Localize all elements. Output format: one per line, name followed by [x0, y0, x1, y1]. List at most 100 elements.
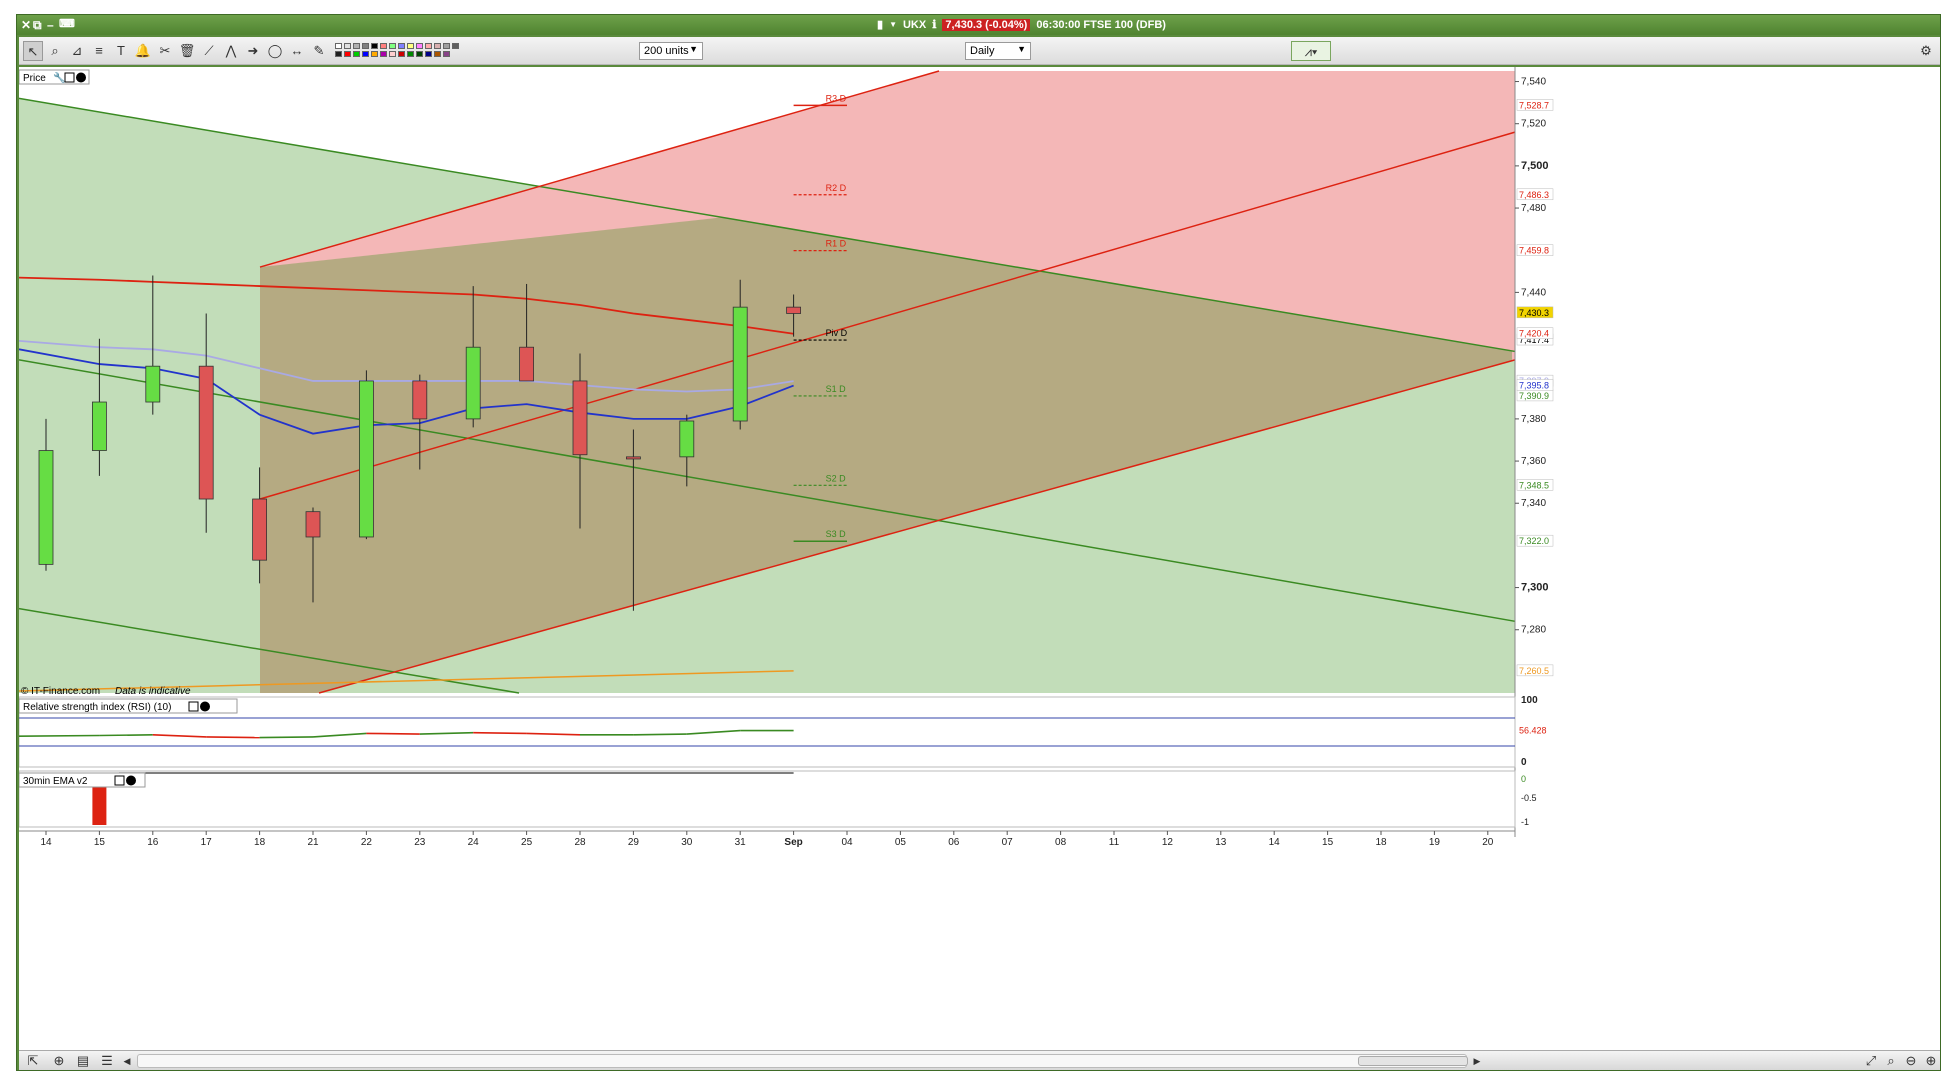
scroll-left-icon[interactable]: ◀: [123, 1056, 131, 1066]
color-swatch[interactable]: [371, 43, 378, 49]
color-swatch[interactable]: [407, 51, 414, 57]
color-swatch[interactable]: [344, 51, 351, 57]
color-swatch[interactable]: [416, 43, 423, 49]
color-swatch[interactable]: [380, 43, 387, 49]
candle-body[interactable]: [358, 380, 374, 538]
chevron-down-icon[interactable]: ▼: [889, 20, 897, 29]
color-swatch[interactable]: [335, 43, 342, 49]
close-panel-icon[interactable]: [126, 775, 136, 786]
rsi-line[interactable]: [206, 736, 260, 739]
rsi-line[interactable]: [686, 729, 741, 735]
zoom-in-icon[interactable]: ⊕: [1925, 1053, 1937, 1068]
alert-bell-icon[interactable]: 🔔: [134, 43, 152, 58]
rsi-line[interactable]: [312, 732, 367, 738]
color-swatch[interactable]: [335, 51, 342, 57]
candle-body[interactable]: [198, 365, 214, 500]
phone-icon[interactable]: ▮: [877, 19, 884, 31]
candle-body[interactable]: [412, 380, 428, 420]
red-middle-trendline[interactable]: [259, 131, 1516, 500]
color-swatch[interactable]: [398, 51, 405, 57]
red-upper-trendline[interactable]: [259, 70, 940, 268]
rsi-line[interactable]: [633, 733, 687, 736]
scroll-right-icon[interactable]: ▶: [1473, 1056, 1481, 1066]
green-upper-trendline[interactable]: [18, 97, 1516, 353]
orange-ma-line[interactable]: [18, 670, 794, 692]
rsi-line[interactable]: [18, 734, 100, 737]
color-swatch[interactable]: [362, 43, 369, 49]
rsi-line[interactable]: [473, 731, 527, 735]
fibonacci-icon[interactable]: ≡: [95, 43, 103, 58]
candle-body[interactable]: [732, 306, 748, 422]
wrench-icon[interactable]: 🔧: [53, 71, 65, 84]
color-swatch[interactable]: [344, 43, 351, 49]
color-swatch[interactable]: [425, 51, 432, 57]
text-icon[interactable]: T: [117, 43, 125, 58]
candle-body[interactable]: [305, 511, 321, 538]
color-swatch[interactable]: [362, 51, 369, 57]
horizontal-line-icon[interactable]: ↔: [290, 43, 304, 58]
rsi-line[interactable]: [99, 734, 153, 737]
rsi-line[interactable]: [419, 731, 474, 735]
units-select[interactable]: 200 units ▼: [639, 42, 703, 60]
candle-body[interactable]: [626, 456, 641, 460]
chart-type-icon[interactable]: ⩘▾: [1291, 41, 1331, 61]
green-middle-trendline[interactable]: [18, 359, 1516, 623]
maximize-icon[interactable]: [188, 701, 199, 712]
close-panel-icon[interactable]: [200, 701, 210, 712]
horizontal-scrollbar[interactable]: [137, 1054, 1468, 1068]
zoom-area-icon[interactable]: ⌕: [1887, 1053, 1895, 1068]
lasso-icon[interactable]: ◯: [267, 43, 283, 58]
red-lower-trendline[interactable]: [318, 359, 1516, 694]
color-swatch[interactable]: [398, 43, 405, 49]
color-swatch[interactable]: [407, 43, 414, 49]
interval-select[interactable]: Daily ▼: [965, 42, 1031, 60]
arrow-icon[interactable]: ➜: [247, 43, 259, 58]
color-swatch[interactable]: [380, 51, 387, 57]
color-swatch[interactable]: [371, 51, 378, 57]
candle-body[interactable]: [786, 306, 801, 314]
crosshair-icon[interactable]: ⊕: [53, 1053, 65, 1068]
candle-body[interactable]: [252, 498, 268, 561]
info-icon[interactable]: ℹ: [932, 19, 937, 31]
color-swatch[interactable]: [353, 43, 360, 49]
list-icon[interactable]: ☰: [101, 1053, 113, 1068]
color-swatch[interactable]: [425, 43, 432, 49]
tools-icon[interactable]: ✂: [159, 43, 171, 58]
rsi-line[interactable]: [526, 732, 581, 736]
maximize-icon[interactable]: [64, 72, 75, 83]
close-icon[interactable]: ✕: [21, 18, 32, 32]
candle-body[interactable]: [38, 450, 54, 565]
candle-body[interactable]: [145, 365, 161, 403]
restore-icon[interactable]: ⧉: [33, 18, 42, 32]
color-swatch[interactable]: [353, 51, 360, 57]
rsi-line[interactable]: [259, 736, 314, 739]
pen-icon[interactable]: ✎: [313, 43, 325, 58]
trendline-icon[interactable]: ⟋: [204, 43, 214, 58]
color-swatch[interactable]: [434, 43, 441, 49]
candle-body[interactable]: [519, 346, 535, 382]
export-icon[interactable]: ⇱: [27, 1053, 39, 1068]
color-palette[interactable]: [335, 43, 459, 61]
candle-body[interactable]: [679, 420, 695, 458]
scroll-thumb[interactable]: [1358, 1056, 1468, 1066]
candle-body[interactable]: [92, 401, 107, 451]
candle-body[interactable]: [465, 346, 481, 420]
color-swatch[interactable]: [434, 51, 441, 57]
chart-area[interactable]: R3 D R2 D R1 D Piv D S1 D S2 D S3 D 7,540 7,520…: [18, 67, 1940, 1050]
pattern-icon[interactable]: ⋀: [225, 43, 237, 58]
chart-study-icon[interactable]: ⊿: [71, 43, 83, 58]
zoom-out-icon[interactable]: ⊖: [1905, 1053, 1917, 1068]
close-panel-icon[interactable]: [76, 72, 86, 83]
pointer-icon[interactable]: ↖: [23, 41, 43, 61]
color-swatch[interactable]: [389, 51, 396, 57]
green-lower-trendline[interactable]: [18, 607, 520, 694]
keyboard-icon[interactable]: ⌨: [59, 18, 75, 30]
color-swatch[interactable]: [416, 51, 423, 57]
sma-red-line[interactable]: [18, 276, 794, 335]
trash-icon[interactable]: 🗑: [178, 43, 196, 58]
fit-icon[interactable]: ⤢: [1865, 1053, 1877, 1068]
color-swatch[interactable]: [389, 43, 396, 49]
candle-body[interactable]: [572, 380, 588, 456]
rsi-line[interactable]: [366, 732, 420, 735]
color-swatch[interactable]: [443, 51, 450, 57]
